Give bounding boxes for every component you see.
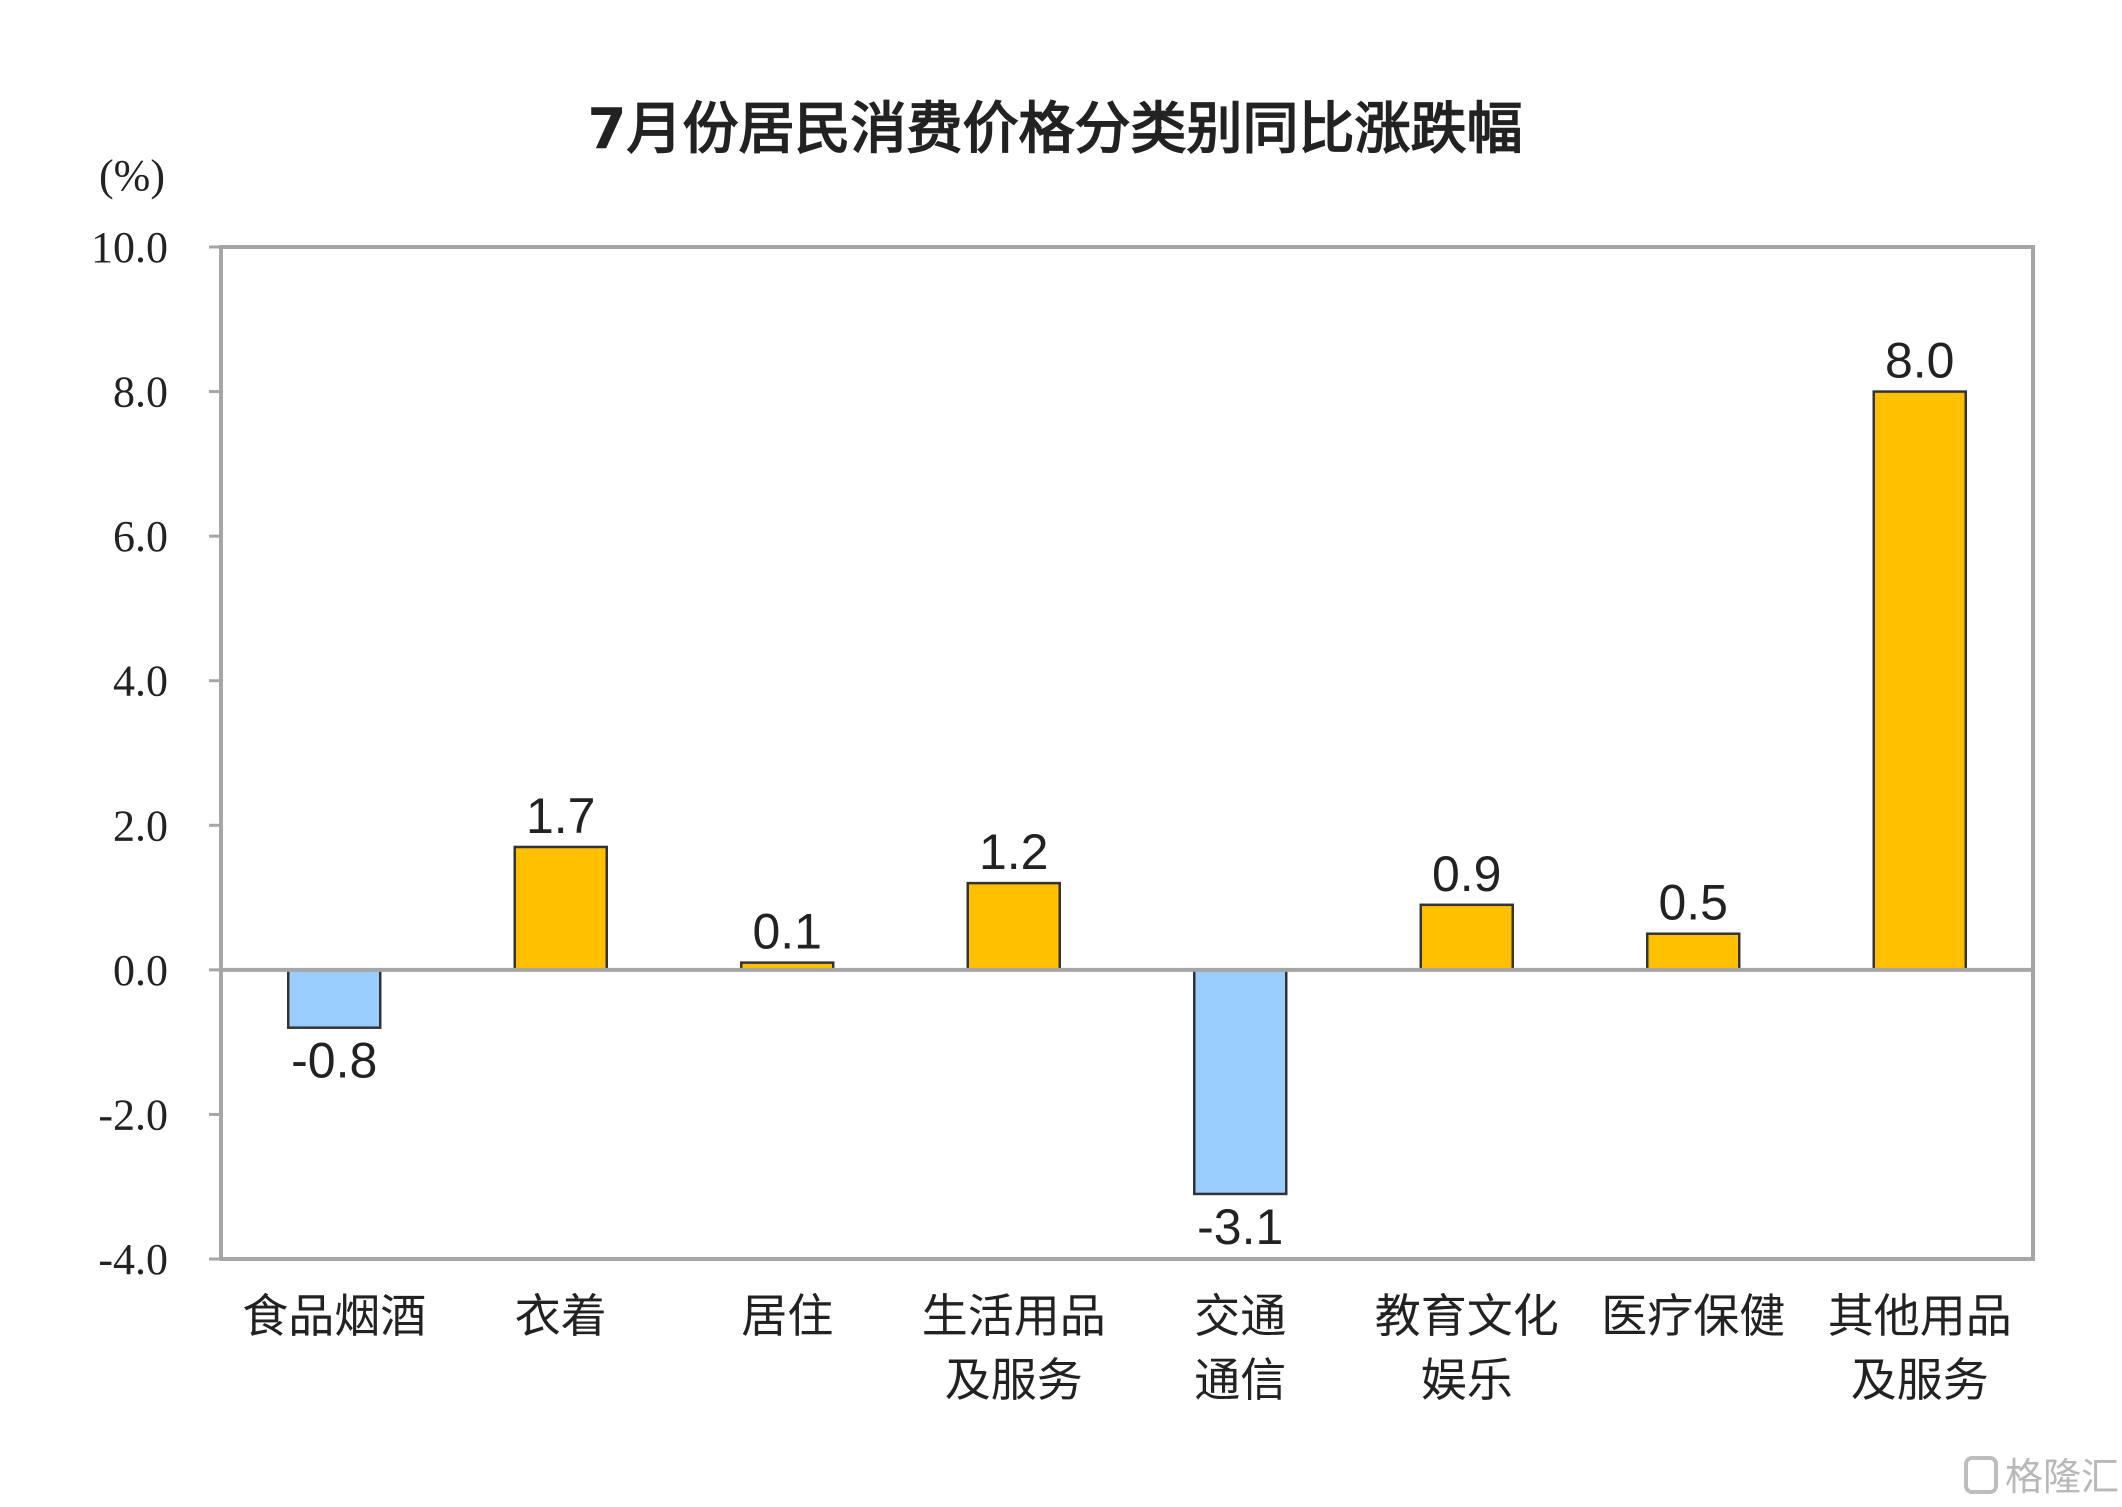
bar	[513, 845, 608, 972]
data-label: -0.8	[291, 1033, 377, 1089]
data-label: 0.1	[752, 904, 822, 960]
bar	[1872, 390, 1967, 972]
y-axis-unit: (%)	[99, 151, 165, 200]
y-tick-label: 6.0	[113, 512, 168, 561]
category-label: 衣着	[515, 1289, 607, 1343]
category-label: 通信	[1194, 1353, 1286, 1407]
y-tick-label: 2.0	[113, 801, 168, 850]
data-label: 8.0	[1885, 333, 1955, 389]
data-label: 1.2	[979, 824, 1049, 880]
y-tick-label: 4.0	[113, 657, 168, 706]
bars	[287, 390, 1967, 1196]
category-label: 医疗保健	[1601, 1289, 1785, 1343]
y-tick-label: 8.0	[113, 368, 168, 417]
bar	[1646, 932, 1741, 972]
category-label: 生活用品	[922, 1289, 1106, 1343]
y-tick-label: 0.0	[113, 946, 168, 995]
bar	[966, 881, 1061, 972]
category-label: 其他用品	[1828, 1289, 2012, 1343]
category-label: 食品烟酒	[242, 1289, 426, 1343]
data-label: 0.9	[1432, 846, 1502, 902]
category-label: 及服务	[945, 1353, 1083, 1407]
watermark-text: 格隆汇	[2005, 1455, 2119, 1499]
category-label: 及服务	[1851, 1353, 1989, 1407]
y-axis-ticks: 10.0 8.0 6.0 4.0 2.0 0.0 -2.0 -4.0	[91, 223, 221, 1284]
category-label: 居住	[741, 1289, 833, 1343]
category-label: 娱乐	[1421, 1353, 1513, 1407]
category-label: 交通	[1194, 1289, 1286, 1343]
data-label: 0.5	[1658, 875, 1728, 931]
value-labels: -0.8 1.7 0.1 1.2 -3.1 0.9 0.5 8.0	[291, 333, 1954, 1255]
data-label: 1.7	[526, 788, 596, 844]
category-label: 教育文化	[1375, 1289, 1559, 1343]
y-tick-label: 10.0	[91, 223, 168, 272]
bar	[1193, 968, 1288, 1196]
bar	[287, 968, 382, 1029]
chart-title: 7月份居民消费价格分类别同比涨跌幅	[588, 97, 1523, 162]
watermark: 格隆汇	[1964, 1455, 2119, 1499]
y-tick-label: -4.0	[98, 1235, 168, 1284]
data-label: -3.1	[1197, 1199, 1283, 1255]
watermark-logo-icon	[1964, 1456, 1998, 1494]
plot-frame	[219, 245, 2035, 1261]
bar	[1419, 903, 1514, 972]
y-tick-label: -2.0	[98, 1090, 168, 1139]
